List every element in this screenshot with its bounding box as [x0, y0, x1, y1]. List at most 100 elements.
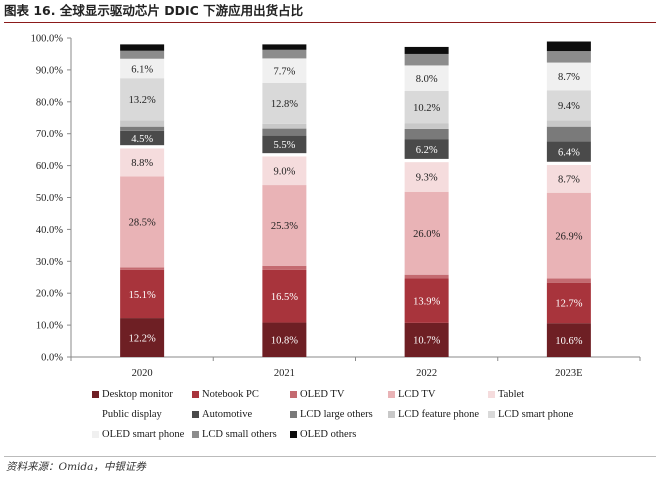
data-label: 28.5%	[129, 218, 156, 229]
legend-label: OLED smart phone	[102, 429, 185, 440]
legend-swatch	[488, 411, 495, 418]
legend-label: Notebook PC	[202, 389, 259, 400]
y-tick-label: 10.0%	[36, 321, 63, 332]
bar-segment-oled-others	[120, 44, 165, 51]
legend-label: Tablet	[498, 389, 525, 400]
bar-segment-lcd-large-others	[120, 126, 165, 131]
data-label: 10.8%	[271, 336, 298, 347]
bar-segment-automotive	[262, 135, 307, 154]
data-label: 13.2%	[129, 95, 156, 106]
data-label: 6.1%	[131, 64, 153, 75]
legend-item-lcd-feature-phone: LCD feature phone	[388, 409, 479, 420]
bar-segment-lcd-small-others	[262, 49, 307, 59]
bar-segment-notebook-pc	[546, 282, 591, 324]
legend: Desktop monitor Notebook PC OLED TV LCD …	[92, 389, 612, 449]
legend-swatch	[192, 411, 199, 418]
legend-item-oled-smart-phone: OLED smart phone	[92, 429, 184, 440]
y-tick-label: 100.0%	[31, 34, 64, 45]
y-tick-label: 30.0%	[36, 257, 63, 268]
bar-segment-lcd-small-others	[120, 50, 165, 59]
bar-segment-tablet	[120, 148, 165, 177]
legend-row-2: Public display Automotive LCD large othe…	[92, 409, 612, 429]
bar-segment-lcd-smart-phone	[262, 82, 307, 124]
bar-segment-notebook-pc	[262, 269, 307, 323]
source-note: 资料来源：Omida，中银证券	[6, 461, 146, 473]
bar-segment-desktop-monitor	[404, 322, 449, 357]
data-label: 25.3%	[271, 221, 298, 232]
data-label: 9.0%	[273, 167, 295, 178]
data-label: 16.5%	[271, 292, 298, 303]
data-label: 13.9%	[413, 296, 440, 307]
legend-label: LCD TV	[398, 389, 436, 400]
data-label: 8.0%	[416, 74, 438, 85]
bar-segment-oled-tv	[120, 267, 165, 270]
data-label: 12.8%	[271, 99, 298, 110]
bar-segment-public-display	[262, 153, 307, 157]
data-label: 26.0%	[413, 229, 440, 240]
data-label: 8.7%	[558, 72, 580, 83]
bar-segment-tablet	[262, 156, 307, 186]
legend-swatch	[192, 431, 199, 438]
legend-item-notebook-pc: Notebook PC	[192, 389, 259, 400]
bar-segment-lcd-large-others	[546, 126, 591, 142]
bar-segment-automotive	[120, 130, 165, 146]
bar-segment-lcd-feature-phone	[546, 120, 591, 127]
bar-segment-lcd-tv	[262, 185, 307, 266]
y-tick-label: 90.0%	[36, 65, 63, 76]
bar-segment-lcd-tv	[404, 191, 449, 275]
bar-segment-automotive	[404, 139, 449, 159]
bar-segment-oled-tv	[546, 278, 591, 283]
legend-swatch	[290, 391, 297, 398]
bar-segment-lcd-large-others	[262, 128, 307, 136]
legend-swatch	[290, 431, 297, 438]
bar-segment-lcd-tv	[120, 176, 165, 268]
data-label: 7.7%	[273, 66, 295, 77]
legend-label: LCD large others	[300, 409, 373, 420]
data-label: 8.7%	[558, 175, 580, 186]
y-tick-label: 40.0%	[36, 225, 63, 236]
bar-segment-tablet	[546, 164, 591, 193]
legend-item-oled-tv: OLED TV	[290, 389, 344, 400]
data-label: 8.8%	[131, 158, 153, 169]
bar-segment-lcd-smart-phone	[120, 78, 165, 121]
legend-label: Automotive	[202, 409, 253, 420]
y-tick-label: 20.0%	[36, 289, 63, 300]
legend-label: LCD smart phone	[498, 409, 574, 420]
legend-swatch	[192, 391, 199, 398]
bar-segment-public-display	[120, 145, 165, 149]
legend-label: Desktop monitor	[102, 389, 173, 400]
bar-segment-automotive	[546, 141, 591, 162]
bar-segment-public-display	[404, 158, 449, 163]
bar-segment-oled-tv	[262, 265, 307, 270]
legend-item-lcd-large-others: LCD large others	[290, 409, 373, 420]
legend-swatch	[388, 411, 395, 418]
data-label: 26.9%	[555, 231, 582, 242]
bar-segment-oled-tv	[404, 274, 449, 279]
bar-segment-desktop-monitor	[546, 323, 591, 357]
bar-segment-lcd-feature-phone	[404, 123, 449, 129]
bar-segment-desktop-monitor	[120, 318, 165, 357]
x-tick-label: 2021	[274, 368, 295, 379]
legend-label: LCD feature phone	[398, 409, 480, 420]
legend-item-lcd-small-others: LCD small others	[192, 429, 277, 440]
bar-segment-oled-smart-phone	[262, 58, 307, 83]
y-tick-label: 60.0%	[36, 161, 63, 172]
bar-segment-public-display	[546, 161, 591, 165]
data-label: 5.5%	[273, 140, 295, 151]
data-label: 12.2%	[129, 333, 156, 344]
bar-segment-lcd-smart-phone	[546, 90, 591, 121]
bar-segment-lcd-small-others	[546, 51, 591, 63]
bar-segment-oled-others	[262, 44, 307, 50]
data-label: 10.6%	[555, 336, 582, 347]
bar-segment-notebook-pc	[404, 278, 449, 323]
bar-segment-oled-smart-phone	[546, 62, 591, 91]
x-tick-label: 2020	[132, 368, 153, 379]
legend-swatch	[92, 431, 99, 438]
legend-swatch	[92, 391, 99, 398]
legend-item-oled-others: OLED others	[290, 429, 356, 440]
data-label: 10.2%	[413, 103, 440, 114]
x-tick-label: 2022	[416, 368, 437, 379]
y-tick-label: 70.0%	[36, 129, 63, 140]
bar-segment-oled-smart-phone	[120, 58, 165, 79]
x-tick-label: 2023E	[555, 368, 582, 379]
